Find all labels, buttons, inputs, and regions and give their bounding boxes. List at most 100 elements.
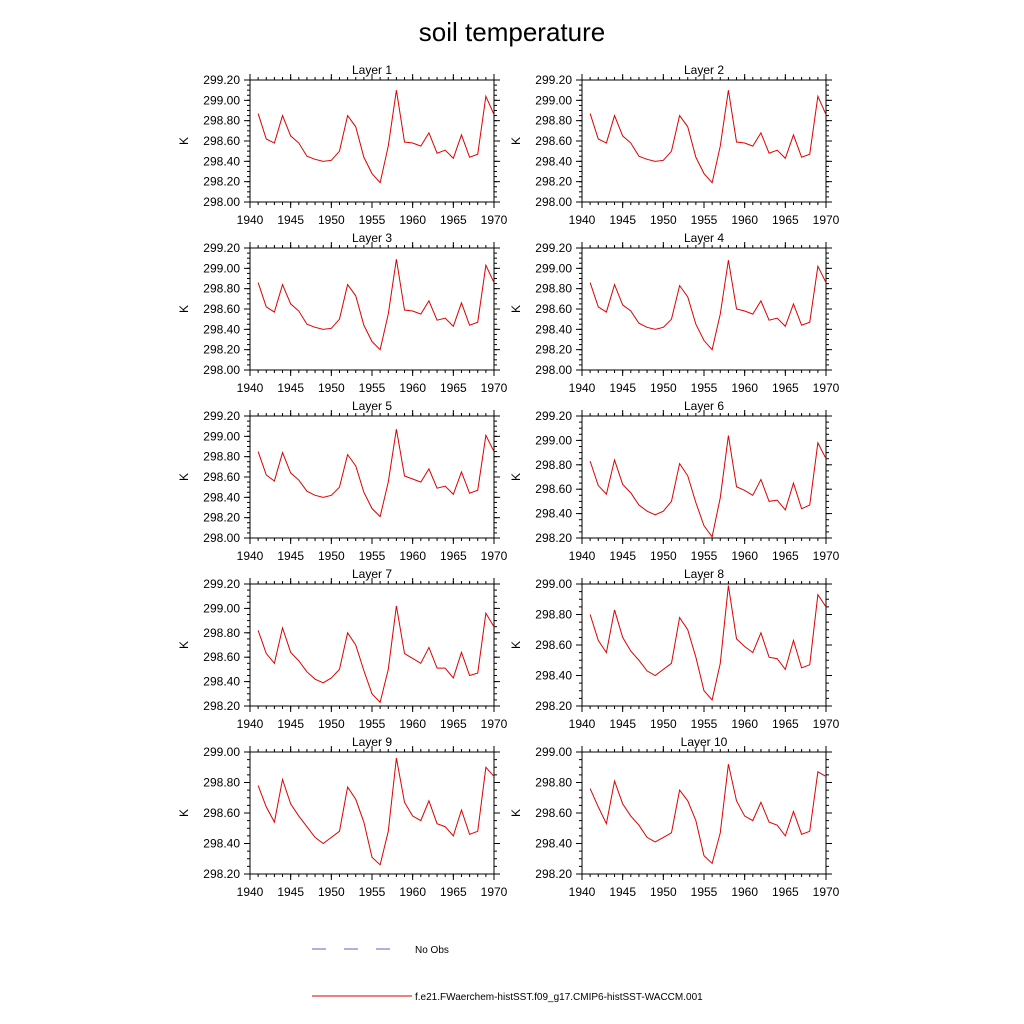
series-line (589, 435, 827, 538)
x-tick-label: 1955 (691, 549, 718, 563)
plot-frame (249, 415, 495, 539)
x-tick-label: 1965 (772, 381, 799, 395)
x-tick-label: 1950 (318, 381, 345, 395)
x-tick-label: 1945 (277, 885, 304, 899)
series-line (257, 429, 495, 518)
y-tick-label: 298.60 (203, 134, 240, 148)
y-tick-label: 298.00 (535, 363, 572, 377)
x-tick-label: 1960 (731, 549, 758, 563)
y-tick-label: 298.80 (535, 282, 572, 296)
x-tick-label: 1965 (440, 381, 467, 395)
x-tick-label: 1950 (650, 213, 677, 227)
chart-panel-4: Layer 4 298.00 298.20 298.40 298.60 298.80 299… (509, 231, 840, 395)
x-tick-label: 1965 (772, 885, 799, 899)
chart-panel-3: Layer 3 298.00 298.20 298.40 298.60 298.80 299… (177, 231, 508, 395)
y-axis-label: K (509, 641, 523, 649)
x-tick-label: 1940 (569, 381, 596, 395)
y-tick-label: 299.00 (203, 429, 240, 443)
x-tick-label: 1955 (359, 885, 386, 899)
x-tick-label: 1960 (399, 885, 426, 899)
x-tick-label: 1960 (731, 381, 758, 395)
chart-panel-1: Layer 1 298.00 298.20 298.40 298.60 298.80 299… (177, 63, 508, 227)
y-tick-label: 298.20 (535, 343, 572, 357)
series-line (257, 90, 495, 184)
series-line (589, 585, 827, 701)
y-tick-label: 298.40 (203, 837, 240, 851)
panel-title: Layer 7 (352, 567, 392, 581)
x-tick-label: 1945 (609, 717, 636, 731)
x-tick-label: 1955 (359, 717, 386, 731)
y-axis-label: K (177, 305, 191, 313)
x-tick-label: 1955 (691, 213, 718, 227)
legend: No Obs f.e21.FWaerchem-histSST.f09_g17.C… (312, 945, 703, 1003)
chart-panel-8: Layer 8 298.20 298.40 298.60 298.80 299.00 194… (509, 567, 840, 731)
chart-panel-7: Layer 7 298.20 298.40 298.60 298.80 299.00 299… (177, 567, 508, 731)
series-line (257, 605, 495, 704)
y-tick-label: 298.20 (203, 511, 240, 525)
x-tick-label: 1960 (731, 885, 758, 899)
page-title: soil temperature (419, 17, 605, 47)
x-tick-label: 1955 (359, 381, 386, 395)
y-tick-label: 299.00 (203, 93, 240, 107)
y-tick-label: 298.20 (203, 867, 240, 881)
y-tick-label: 298.40 (535, 322, 572, 336)
plot-frame (581, 583, 827, 707)
y-tick-label: 298.80 (203, 776, 240, 790)
y-axis-label: K (509, 809, 523, 817)
x-tick-label: 1940 (569, 549, 596, 563)
x-tick-label: 1945 (277, 549, 304, 563)
plot-frame (581, 415, 827, 539)
x-tick-label: 1940 (237, 381, 264, 395)
x-tick-label: 1960 (399, 717, 426, 731)
x-tick-label: 1970 (813, 213, 840, 227)
x-tick-label: 1970 (481, 885, 508, 899)
y-tick-label: 299.20 (203, 577, 240, 591)
y-tick-label: 299.00 (203, 745, 240, 759)
plot-frame (581, 247, 827, 371)
y-tick-label: 298.60 (203, 470, 240, 484)
x-tick-label: 1955 (691, 381, 718, 395)
x-tick-label: 1950 (318, 717, 345, 731)
chart-panel-2: Layer 2 298.00 298.20 298.40 298.60 298.80 299… (509, 63, 840, 227)
panel-title: Layer 10 (681, 735, 728, 749)
panel-title: Layer 3 (352, 231, 392, 245)
x-tick-label: 1955 (359, 213, 386, 227)
x-tick-label: 1965 (440, 213, 467, 227)
y-axis-label: K (177, 473, 191, 481)
y-tick-label: 298.80 (535, 776, 572, 790)
x-tick-label: 1970 (813, 381, 840, 395)
x-tick-label: 1970 (481, 381, 508, 395)
y-tick-label: 298.80 (203, 282, 240, 296)
y-tick-label: 298.80 (535, 114, 572, 128)
x-tick-label: 1970 (481, 717, 508, 731)
x-tick-label: 1955 (359, 549, 386, 563)
chart-panel-6: Layer 6 298.20 298.40 298.60 298.80 299.00 299… (509, 399, 840, 563)
y-tick-label: 299.00 (203, 261, 240, 275)
y-tick-label: 298.80 (203, 626, 240, 640)
x-tick-label: 1940 (237, 549, 264, 563)
y-tick-label: 298.60 (535, 302, 572, 316)
x-tick-label: 1955 (691, 885, 718, 899)
x-tick-label: 1950 (650, 885, 677, 899)
y-tick-label: 298.40 (203, 322, 240, 336)
legend-no-obs-label: No Obs (415, 945, 449, 956)
y-tick-label: 298.20 (535, 531, 572, 545)
y-tick-label: 298.40 (535, 154, 572, 168)
x-tick-label: 1960 (731, 213, 758, 227)
series-line (589, 90, 827, 184)
x-tick-label: 1940 (569, 213, 596, 227)
y-tick-label: 298.40 (535, 837, 572, 851)
chart-panels: Layer 1 298.00 298.20 298.40 298.60 298.80 299… (177, 63, 840, 899)
y-tick-label: 298.40 (203, 154, 240, 168)
y-tick-label: 299.00 (535, 577, 572, 591)
x-tick-label: 1965 (772, 717, 799, 731)
legend-model-label: f.e21.FWaerchem-histSST.f09_g17.CMIP6-hi… (415, 992, 703, 1003)
y-tick-label: 298.60 (535, 806, 572, 820)
y-tick-label: 298.20 (203, 343, 240, 357)
x-tick-label: 1940 (237, 213, 264, 227)
x-tick-label: 1940 (569, 717, 596, 731)
plot-frame (249, 247, 495, 371)
x-tick-label: 1945 (609, 549, 636, 563)
x-tick-label: 1970 (481, 213, 508, 227)
y-axis-label: K (509, 305, 523, 313)
